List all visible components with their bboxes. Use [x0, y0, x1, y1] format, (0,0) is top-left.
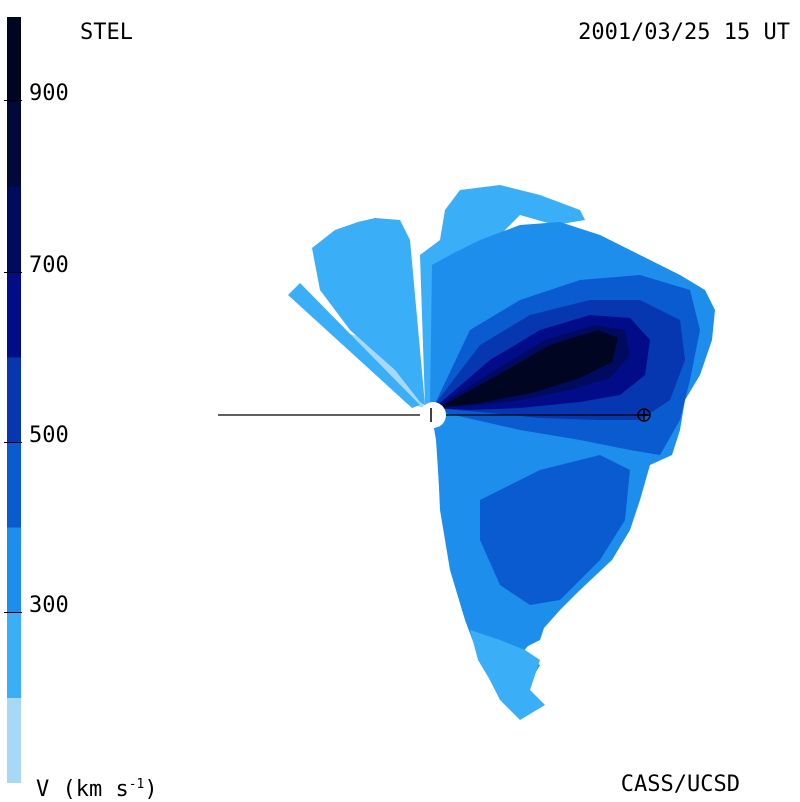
earth-icon: [637, 408, 651, 422]
colorbar-tick-500: [4, 442, 22, 443]
sun-disk: [420, 402, 446, 428]
units-prefix: V (km s: [36, 777, 129, 802]
contour-wedge-top: [420, 185, 585, 405]
colorbar-label-300: 300: [29, 593, 69, 618]
contour-wedge-left: [288, 283, 420, 408]
timestamp-label: 2001/03/25 15 UT: [578, 20, 790, 45]
colorbar-tick-700: [4, 272, 22, 273]
colorbar-tick-300: [4, 612, 22, 613]
colorbar-tick-900: [4, 100, 22, 101]
contour-peak: [438, 330, 618, 408]
units-suffix: ): [144, 777, 158, 802]
colorbar-label-900: 900: [29, 81, 69, 106]
velocity-colorbar: [7, 17, 21, 783]
instrument-label: STEL: [80, 20, 133, 45]
colorbar-label-700: 700: [29, 253, 69, 278]
contour-wedge-upper: [312, 218, 425, 405]
contour-lower-mid: [480, 455, 630, 605]
contour-lower-rim: [470, 630, 545, 720]
units-label: V (km s-1): [36, 774, 158, 801]
credit-label: CASS/UCSD: [620, 772, 740, 797]
velocity-contours: [288, 185, 715, 720]
colorbar-label-500: 500: [29, 423, 69, 448]
units-exponent: -1: [128, 777, 145, 792]
